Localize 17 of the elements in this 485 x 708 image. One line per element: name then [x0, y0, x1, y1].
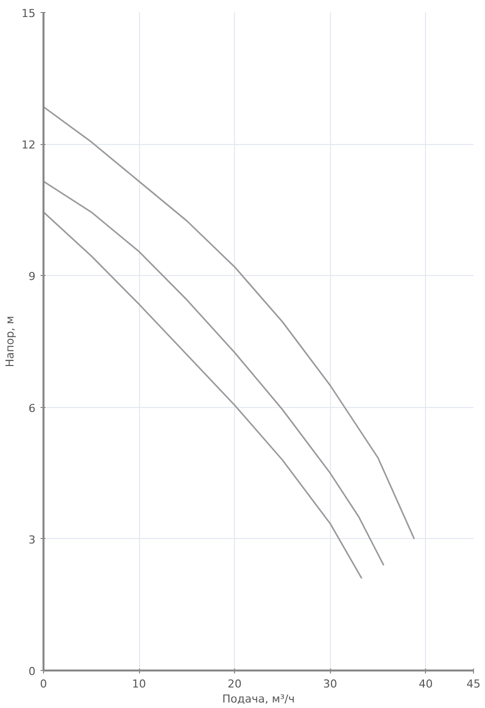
y-tick-label: 9	[28, 270, 36, 284]
y-tick-label: 6	[28, 402, 36, 415]
y-tick-label: 12	[22, 138, 36, 152]
line-series	[44, 211, 362, 580]
x-tick-label: 20	[228, 678, 242, 690]
x-tick-label: 30	[323, 678, 338, 690]
x-tick-label: 0	[40, 678, 47, 690]
y-tick-label: 15	[22, 7, 36, 20]
y-tick-label: 3	[28, 533, 36, 546]
x-tick-label: 40	[418, 678, 433, 690]
y-tick-label: 0	[28, 665, 36, 678]
line-series	[44, 106, 416, 540]
line-series	[44, 180, 384, 566]
x-tick-label: 45	[466, 678, 480, 690]
x-axis-title: Подача, м³/ч	[222, 692, 295, 706]
x-tick-label: 10	[132, 678, 146, 690]
y-axis-title: Напор, м	[4, 316, 17, 368]
